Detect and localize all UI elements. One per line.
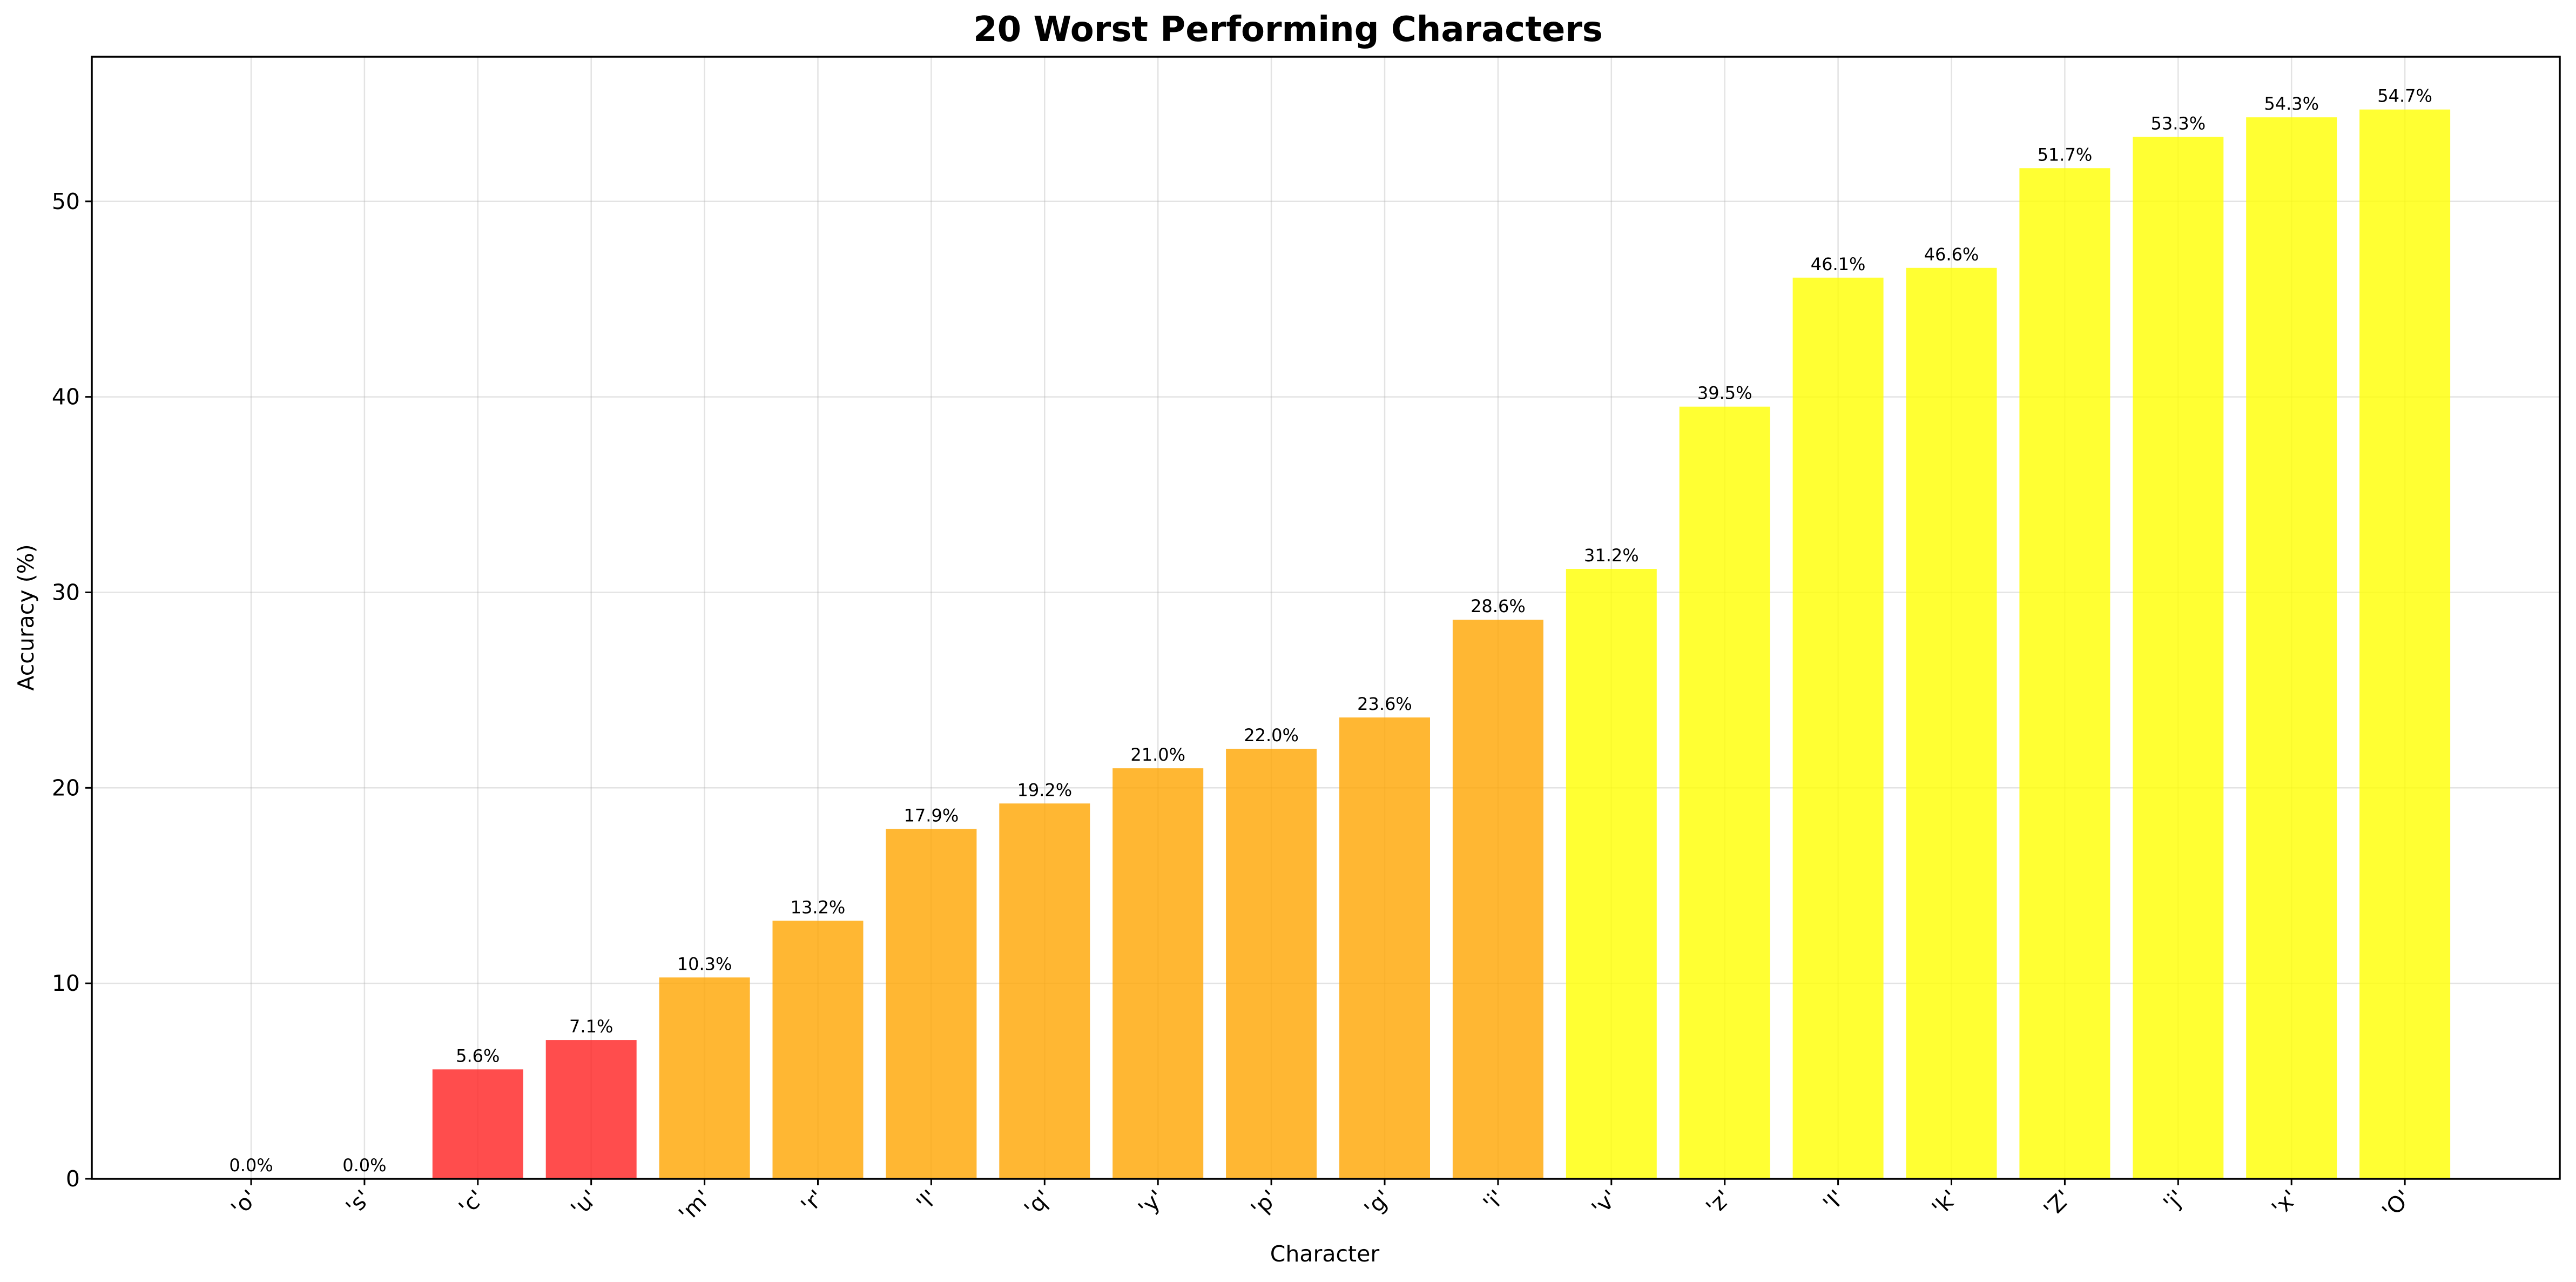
y-tick-label: 0 (66, 1166, 80, 1192)
y-tick-label: 50 (52, 189, 80, 214)
bar (1339, 717, 1430, 1179)
bar-value-label: 7.1% (569, 1016, 613, 1037)
bar (2133, 137, 2224, 1179)
bar-value-label: 19.2% (1017, 780, 1072, 800)
bar (545, 1040, 637, 1179)
x-tick-label: 'r' (796, 1185, 830, 1218)
x-tick-label: 'v' (1587, 1185, 1623, 1221)
bar-value-label: 39.5% (1697, 383, 1752, 404)
x-tick-label: 'y' (1133, 1185, 1169, 1221)
bar (1679, 406, 1770, 1179)
plot-frame (91, 56, 2561, 1180)
y-axis: 0 10 20 30 40 50 (52, 189, 92, 1192)
bar-value-label: 22.0% (1244, 725, 1299, 746)
y-tick-label: 20 (52, 775, 80, 801)
y-tick-label: 40 (52, 384, 80, 410)
bar (2246, 117, 2337, 1179)
bars (432, 109, 2451, 1179)
bar (1452, 620, 1543, 1179)
y-tick-label: 10 (52, 970, 80, 996)
x-tick-label: 'x' (2267, 1185, 2303, 1221)
x-tick-label: 'o' (226, 1185, 262, 1221)
bar (1792, 277, 1884, 1179)
bar (1906, 267, 1997, 1179)
x-tick-label: 'c' (454, 1185, 489, 1220)
x-tick-label: 's' (341, 1185, 376, 1220)
x-tick-label: 'i' (1478, 1185, 1509, 1216)
bar-value-label: 0.0% (229, 1155, 273, 1176)
x-tick-label: 'k' (1927, 1185, 1963, 1221)
x-tick-label: 'O' (2377, 1185, 2416, 1224)
bar-value-label: 54.3% (2264, 93, 2319, 114)
bar-value-label: 23.6% (1357, 694, 1412, 714)
y-tick-label: 30 (52, 579, 80, 605)
bar-value-label: 5.6% (456, 1045, 500, 1066)
bar (1112, 768, 1204, 1179)
bar-value-label: 10.3% (677, 954, 732, 974)
x-tick-label: 'I' (1818, 1185, 1849, 1216)
bar-value-label: 21.0% (1130, 744, 1185, 765)
bar (2019, 168, 2110, 1179)
bar (886, 829, 977, 1179)
chart-title: 20 Worst Performing Characters (973, 10, 1603, 50)
bar (1226, 748, 1317, 1179)
bar (432, 1069, 523, 1179)
x-tick-label: 'l' (912, 1185, 943, 1216)
x-tick-label: 'j' (2158, 1185, 2189, 1216)
bar (772, 921, 864, 1179)
bar-value-label: 13.2% (791, 897, 846, 917)
bar (1566, 569, 1657, 1179)
x-tick-label: 'Z' (2039, 1185, 2076, 1223)
bar-value-label: 17.9% (904, 805, 959, 825)
bar (659, 977, 750, 1179)
x-axis-label: Character (1270, 1241, 1380, 1267)
bar-value-label: 28.6% (1471, 596, 1526, 616)
x-tick-label: 'q' (1019, 1185, 1056, 1221)
bar-value-label: 0.0% (342, 1155, 386, 1176)
bar-value-label: 31.2% (1584, 545, 1639, 566)
x-axis: 'o' 's' 'c' 'u' 'm' 'r' 'l' 'q' 'y' 'p' 'g' 'i' 'v' '… (226, 1179, 2416, 1227)
x-tick-label: 'z' (1701, 1185, 1736, 1220)
data-labels: 0.0% 0.0% 5.6% 7.1% 10.3% 13.2% 17.9% 19.2% 21.0… (229, 86, 2432, 1176)
y-axis-label: Accuracy (%) (13, 544, 39, 690)
bar-value-label: 53.3% (2150, 113, 2206, 133)
bar-value-label: 46.6% (1924, 244, 1979, 265)
bar-value-label: 51.7% (2038, 144, 2093, 165)
bar-value-label: 54.7% (2377, 86, 2432, 106)
x-tick-label: 'u' (566, 1185, 603, 1221)
x-tick-label: 'p' (1246, 1185, 1283, 1221)
x-tick-label: 'm' (674, 1185, 716, 1227)
bar (999, 803, 1090, 1179)
x-tick-label: 'g' (1359, 1185, 1396, 1221)
bar (2359, 109, 2451, 1179)
bar-value-label: 46.1% (1811, 254, 1866, 274)
